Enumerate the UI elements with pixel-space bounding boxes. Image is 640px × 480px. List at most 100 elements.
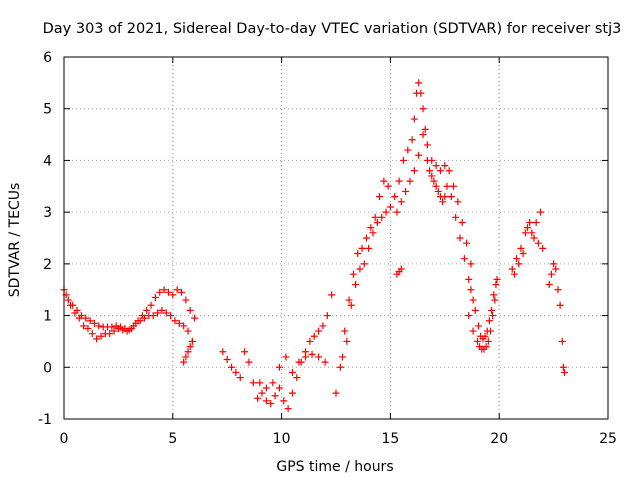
y-tick-label: 0 bbox=[43, 360, 52, 376]
data-point bbox=[302, 353, 310, 361]
data-point bbox=[262, 397, 270, 405]
data-point bbox=[430, 177, 438, 185]
data-point bbox=[419, 105, 427, 113]
data-point bbox=[439, 198, 447, 206]
data-point bbox=[481, 332, 489, 340]
data-point bbox=[282, 353, 290, 361]
y-tick-label: 5 bbox=[43, 102, 52, 118]
y-tick-label: -1 bbox=[38, 412, 52, 428]
data-point bbox=[293, 374, 301, 382]
data-point bbox=[426, 167, 434, 175]
data-point bbox=[349, 270, 357, 278]
data-point bbox=[110, 327, 118, 335]
data-point bbox=[191, 314, 199, 322]
data-point bbox=[80, 322, 88, 330]
data-point bbox=[71, 309, 79, 317]
data-point bbox=[559, 363, 567, 371]
data-point bbox=[132, 319, 140, 327]
data-point bbox=[467, 286, 475, 294]
data-point bbox=[82, 314, 90, 322]
data-point bbox=[380, 177, 388, 185]
data-point bbox=[508, 265, 516, 273]
data-point bbox=[397, 265, 405, 273]
data-point bbox=[258, 389, 266, 397]
data-point bbox=[419, 131, 427, 139]
data-point bbox=[362, 234, 370, 242]
data-point bbox=[471, 306, 479, 314]
data-point bbox=[336, 363, 344, 371]
x-tick-label: 15 bbox=[381, 431, 399, 447]
data-point bbox=[530, 234, 538, 242]
data-point bbox=[184, 327, 192, 335]
data-point bbox=[482, 343, 490, 351]
data-point bbox=[552, 265, 560, 273]
data-point bbox=[182, 353, 190, 361]
data-point bbox=[360, 260, 368, 268]
data-point bbox=[534, 239, 542, 247]
data-point bbox=[402, 187, 410, 195]
data-point bbox=[158, 306, 166, 314]
data-point bbox=[373, 218, 381, 226]
y-tick-labels: -1 0 1 2 3 4 5 6 bbox=[38, 50, 52, 428]
data-point bbox=[171, 317, 179, 325]
data-point bbox=[391, 193, 399, 201]
data-point bbox=[547, 270, 555, 278]
data-point bbox=[339, 353, 347, 361]
y-tick-label: 2 bbox=[43, 257, 52, 273]
data-point bbox=[510, 270, 518, 278]
data-point bbox=[406, 177, 414, 185]
data-point bbox=[223, 356, 231, 364]
data-point bbox=[136, 317, 144, 325]
data-point bbox=[483, 327, 491, 335]
data-point bbox=[343, 337, 351, 345]
data-point bbox=[428, 172, 436, 180]
data-point bbox=[519, 250, 527, 258]
tick-marks bbox=[63, 56, 609, 420]
data-point bbox=[169, 291, 177, 299]
data-point bbox=[323, 312, 331, 320]
data-point bbox=[288, 368, 296, 376]
data-point bbox=[365, 244, 373, 252]
data-point bbox=[493, 275, 501, 283]
x-tick-label: 20 bbox=[490, 431, 508, 447]
data-point bbox=[386, 203, 394, 211]
data-point bbox=[143, 306, 151, 314]
data-point bbox=[149, 312, 157, 320]
data-point bbox=[382, 208, 390, 216]
data-point bbox=[456, 234, 464, 242]
data-point bbox=[178, 288, 186, 296]
data-point bbox=[428, 156, 436, 164]
data-point bbox=[154, 309, 162, 317]
data-point bbox=[75, 314, 83, 322]
data-point bbox=[526, 218, 534, 226]
data-point bbox=[393, 208, 401, 216]
data-point bbox=[306, 337, 314, 345]
x-tick-label: 0 bbox=[60, 431, 69, 447]
data-point bbox=[447, 193, 455, 201]
data-point bbox=[517, 244, 525, 252]
x-tick-label: 25 bbox=[599, 431, 617, 447]
data-point bbox=[341, 327, 349, 335]
data-point bbox=[108, 323, 116, 331]
data-point bbox=[460, 255, 468, 263]
data-point bbox=[399, 156, 407, 164]
data-point bbox=[469, 327, 477, 335]
data-point bbox=[288, 389, 296, 397]
data-point bbox=[539, 244, 547, 252]
y-tick-label: 6 bbox=[43, 50, 52, 66]
data-point bbox=[441, 193, 449, 201]
x-tick-labels: 0 5 10 15 20 25 bbox=[60, 431, 617, 447]
data-point bbox=[162, 309, 170, 317]
data-point bbox=[432, 162, 440, 170]
data-point bbox=[319, 322, 327, 330]
data-point bbox=[463, 239, 471, 247]
data-point bbox=[256, 379, 264, 387]
data-point bbox=[175, 319, 183, 327]
data-point bbox=[219, 348, 227, 356]
data-point bbox=[491, 296, 499, 304]
data-point bbox=[295, 358, 303, 366]
data-point bbox=[67, 301, 75, 309]
data-point bbox=[489, 312, 497, 320]
data-point bbox=[93, 335, 101, 343]
data-point bbox=[371, 213, 379, 221]
